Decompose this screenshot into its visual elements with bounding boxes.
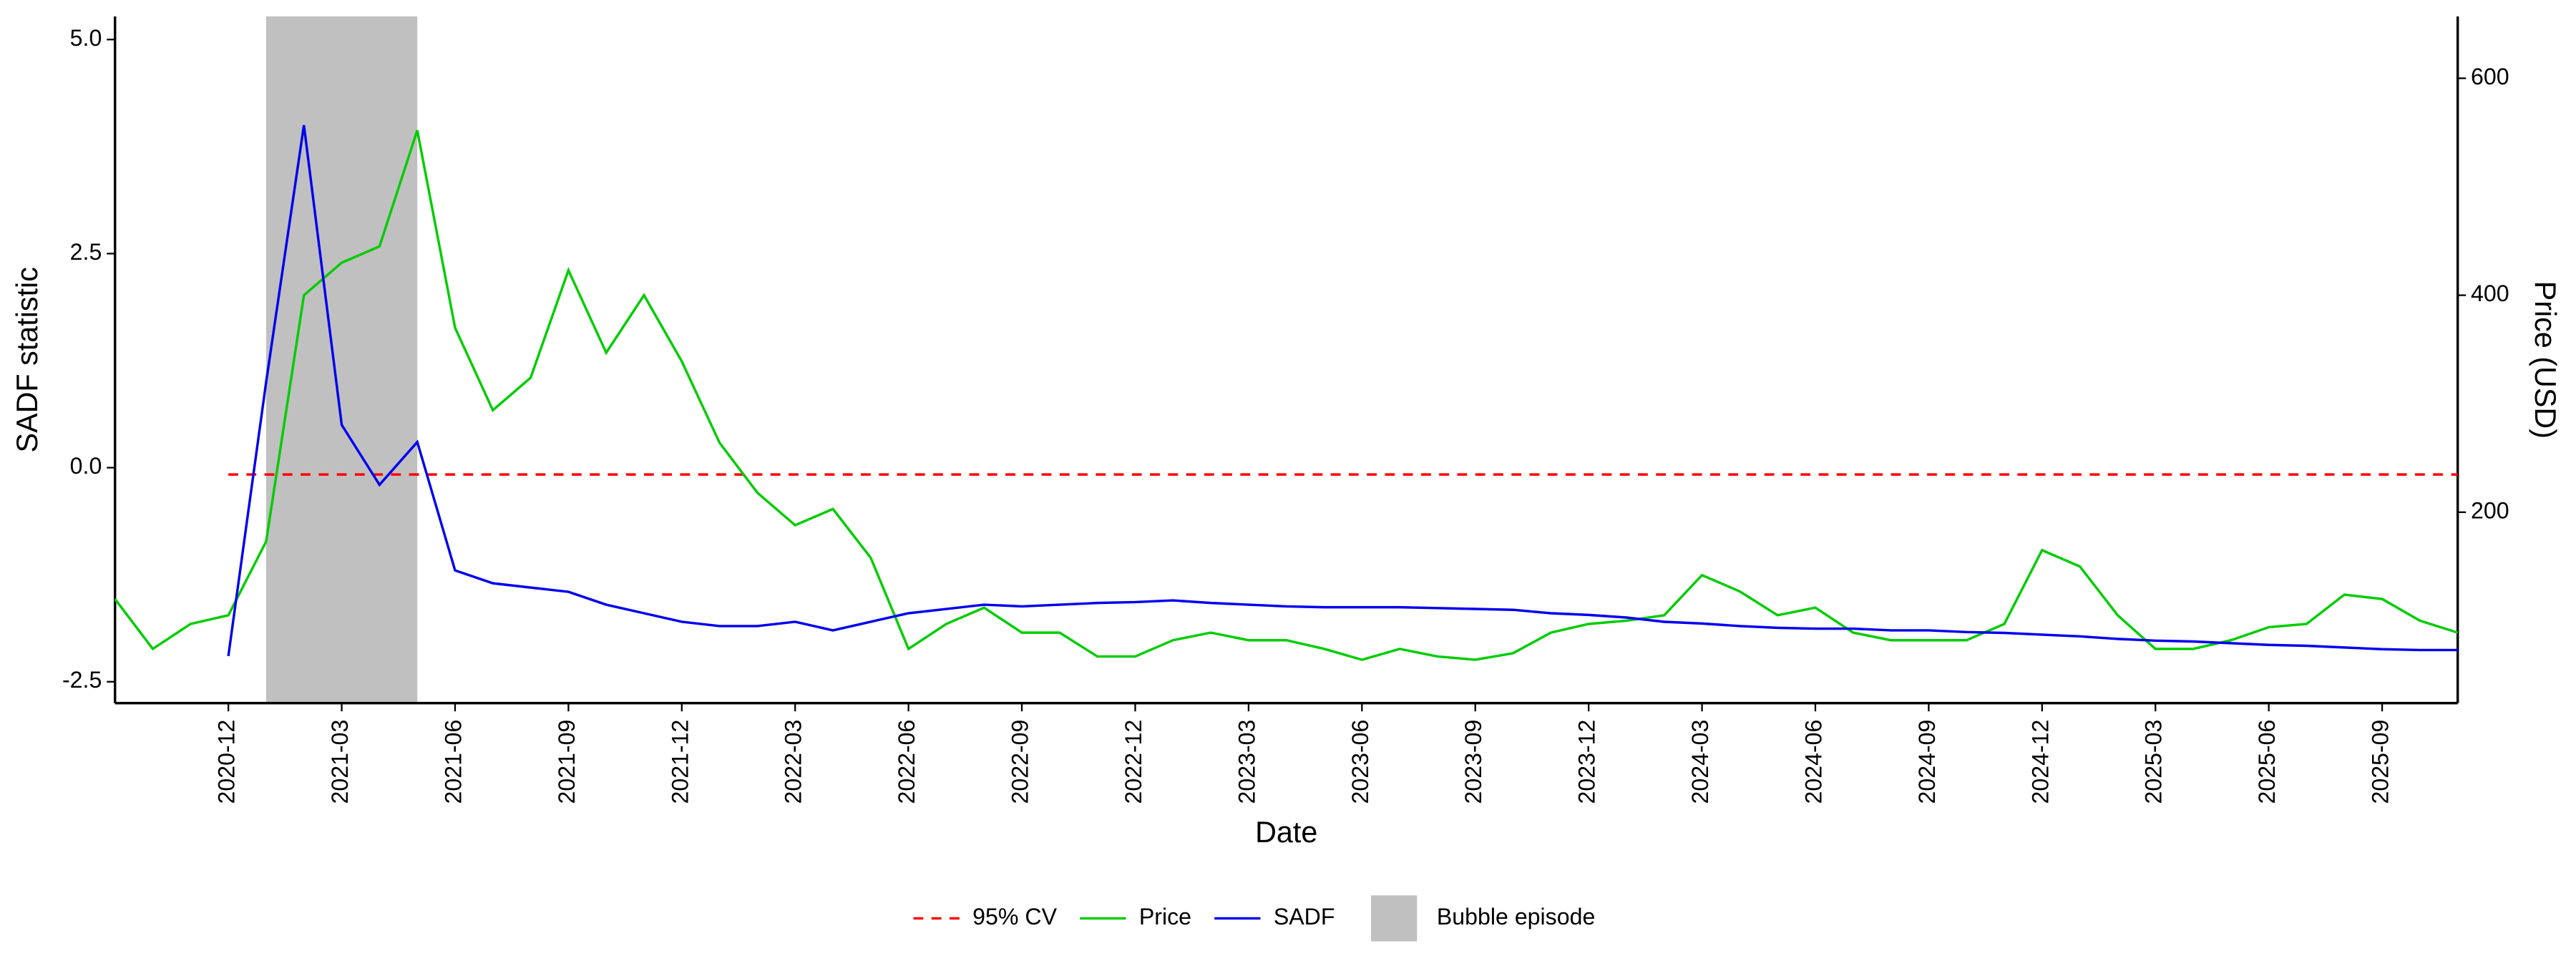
x-tick-label: 2023-09 bbox=[1460, 720, 1486, 804]
x-tick-label: 2021-12 bbox=[667, 720, 693, 804]
legend-label: 95% CV bbox=[972, 904, 1057, 930]
x-tick-label: 2024-09 bbox=[1914, 720, 1940, 804]
x-tick-label: 2025-09 bbox=[2368, 720, 2394, 804]
x-tick-label: 2020-12 bbox=[214, 720, 240, 804]
y2-tick-label: 400 bbox=[2471, 280, 2509, 306]
x-tick-label: 2022-03 bbox=[781, 720, 806, 804]
y-tick-label: 2.5 bbox=[70, 239, 102, 265]
y2-axis-label: Price (USD) bbox=[2529, 281, 2562, 439]
y2-tick-label: 600 bbox=[2471, 64, 2509, 89]
x-tick-label: 2024-12 bbox=[2027, 720, 2053, 804]
legend-label: Price bbox=[1139, 904, 1191, 930]
x-tick-label: 2021-03 bbox=[327, 720, 353, 804]
y-tick-label: -2.5 bbox=[62, 667, 102, 693]
y-tick-label: 5.0 bbox=[70, 25, 102, 51]
x-tick-label: 2024-06 bbox=[1800, 720, 1826, 804]
x-tick-label: 2023-03 bbox=[1234, 720, 1259, 804]
series-line bbox=[227, 125, 2458, 657]
x-tick-label: 2025-03 bbox=[2141, 720, 2167, 804]
y-axis-label: SADF statistic bbox=[11, 267, 44, 452]
x-axis-label: Date bbox=[1255, 816, 1317, 849]
x-tick-label: 2021-06 bbox=[440, 720, 466, 804]
legend-label: SADF bbox=[1274, 904, 1335, 930]
x-tick-label: 2021-09 bbox=[554, 720, 580, 804]
legend-label: Bubble episode bbox=[1437, 904, 1596, 930]
x-tick-label: 2023-12 bbox=[1574, 720, 1600, 804]
x-tick-label: 2023-06 bbox=[1347, 720, 1373, 804]
y-tick-label: 0.0 bbox=[70, 453, 102, 479]
bubble-episode bbox=[265, 16, 418, 703]
legend-swatch bbox=[1371, 895, 1418, 942]
x-tick-label: 2022-09 bbox=[1008, 720, 1033, 804]
x-tick-label: 2025-06 bbox=[2254, 720, 2280, 804]
series-line bbox=[114, 130, 2459, 661]
x-tick-label: 2024-03 bbox=[1687, 720, 1713, 804]
x-tick-label: 2022-06 bbox=[894, 720, 919, 804]
y2-tick-label: 200 bbox=[2471, 497, 2509, 523]
x-tick-label: 2022-12 bbox=[1121, 720, 1146, 804]
